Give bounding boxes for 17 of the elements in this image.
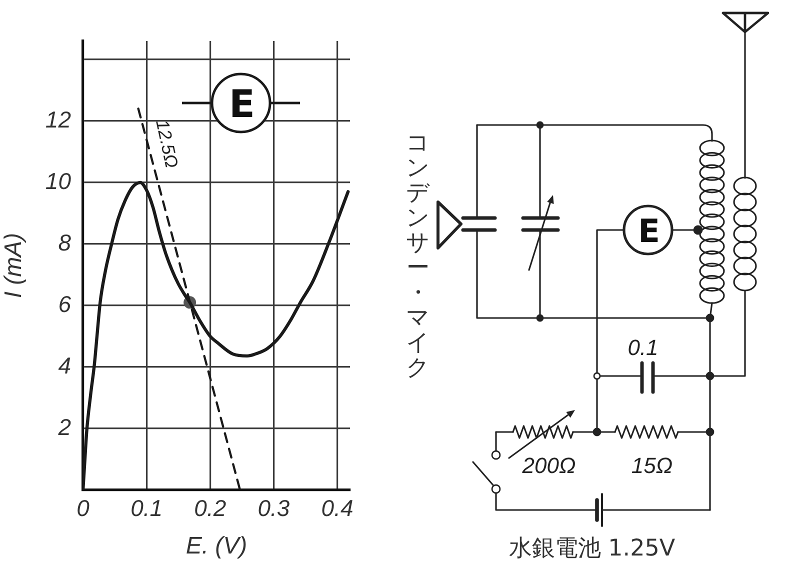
x-axis-title: E. (V) <box>186 532 248 560</box>
x-tick-label: 0.1 <box>130 495 163 522</box>
y-tick-label: 2 <box>57 414 72 440</box>
y-axis-title: I (mA) <box>0 232 28 298</box>
y-tick-label: 10 <box>45 168 72 194</box>
text: 水銀電池 1.25V <box>508 536 676 562</box>
y-tick-label: 8 <box>58 229 72 256</box>
y-tick-label: 4 <box>58 352 71 378</box>
annotation: 12.5Ω <box>152 118 182 170</box>
y-tick-label: 6 <box>58 290 72 317</box>
x-tick-label: 0.3 <box>258 495 290 522</box>
text: コンデンサー・マイク <box>406 130 430 381</box>
x-tick-label: 0.4 <box>321 495 354 522</box>
x-tick-label: 0.2 <box>194 495 226 522</box>
y-tick-label: 12 <box>45 106 72 132</box>
annotation: E <box>229 82 255 126</box>
x-tick-label: 0 <box>76 495 90 522</box>
